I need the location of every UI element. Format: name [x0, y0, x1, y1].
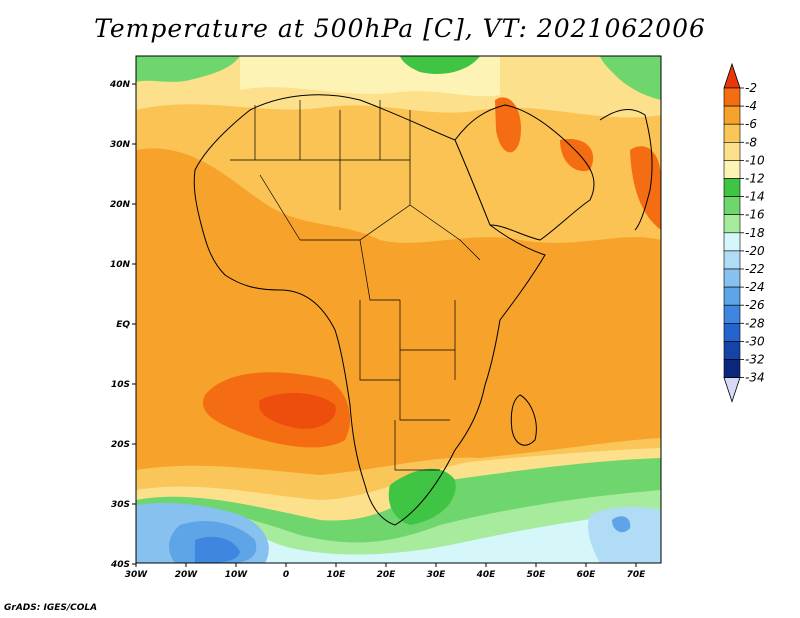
lon-tick-label: 50E: [527, 570, 547, 580]
lon-tick-label: 30W: [125, 570, 149, 580]
lon-tick-label: 20W: [175, 570, 199, 580]
colorbar-label: -18: [745, 226, 765, 240]
colorbar-label: -12: [745, 172, 765, 186]
temperature-field: [136, 56, 661, 563]
colorbar-label: -2: [745, 81, 757, 95]
lon-tick-label: 10W: [225, 570, 249, 580]
colorbar-bottom-arrow: [723, 377, 741, 403]
colorbar-segment: [723, 359, 741, 378]
lat-tick-label: 30N: [110, 140, 131, 150]
colorbar-label: -32: [745, 353, 765, 367]
colorbar-segment: [723, 178, 741, 197]
colorbar-segment: [723, 196, 741, 216]
colorbar-label: -24: [745, 280, 765, 294]
lon-tick-label: 60E: [577, 570, 597, 580]
lat-tick-label: EQ: [116, 320, 130, 330]
lon-tick-label: 20E: [377, 570, 397, 580]
colorbar-segment: [723, 214, 741, 234]
lat-tick-label: 20N: [110, 200, 131, 210]
colorbar-segment: [723, 160, 741, 179]
colorbar-segment: [723, 268, 741, 288]
lat-tick-label: 40N: [109, 80, 131, 90]
colorbar-segment: [723, 87, 741, 107]
colorbar-segment: [723, 250, 741, 270]
colorbar-segment: [723, 142, 741, 161]
colorbar-label: -20: [745, 244, 765, 258]
longitude-axis: 30W 20W 10W 0 10E 20E 30E 40E 50E 60E 70E: [125, 563, 646, 580]
colorbar-segment: [723, 232, 741, 252]
lon-tick-label: 40E: [476, 570, 497, 580]
colorbar-label: -10: [745, 153, 765, 167]
colorbar-label: -4: [745, 99, 757, 113]
colorbar-segment: [723, 123, 741, 143]
colorbar-label: -8: [745, 135, 757, 149]
latitude-axis: 40N 30N 20N 10N EQ 10S 20S 30S 40S: [109, 80, 136, 570]
colorbar: -2 -4 -6 -8 -10 -12 -14 -16 -18 -20 -22 -24 -26 -28 -3…: [723, 62, 765, 403]
colorbar-label: -30: [745, 334, 765, 348]
lon-tick-label: 0: [283, 570, 289, 580]
colorbar-label: -28: [745, 316, 765, 330]
lon-tick-label: 10E: [327, 570, 347, 580]
map-title: Temperature at 500hPa [C], VT: 202106200…: [94, 14, 706, 43]
lon-tick-label: 70E: [627, 570, 647, 580]
lat-tick-label: 10N: [110, 260, 131, 270]
colorbar-label: -14: [745, 190, 765, 204]
colorbar-top-arrow: [723, 62, 741, 89]
colorbar-segment: [723, 341, 741, 360]
credit-label: GrADS: IGES/COLA: [4, 603, 98, 613]
colorbar-segment: [723, 286, 741, 306]
colorbar-label: -6: [745, 117, 757, 131]
lat-tick-label: 10S: [111, 380, 130, 390]
map-frame: [135, 55, 662, 564]
colorbar-label: -26: [745, 298, 765, 312]
lat-tick-label: 40S: [110, 560, 130, 570]
colorbar-segment: [723, 105, 741, 125]
lat-tick-label: 30S: [111, 500, 130, 510]
colorbar-segment: [723, 322, 741, 342]
colorbar-label: -16: [745, 208, 765, 222]
colorbar-label: -34: [745, 371, 765, 385]
lon-tick-label: 30E: [427, 570, 447, 580]
colorbar-segment: [723, 304, 741, 324]
lat-tick-label: 20S: [111, 440, 130, 450]
colorbar-label: -22: [745, 262, 765, 276]
